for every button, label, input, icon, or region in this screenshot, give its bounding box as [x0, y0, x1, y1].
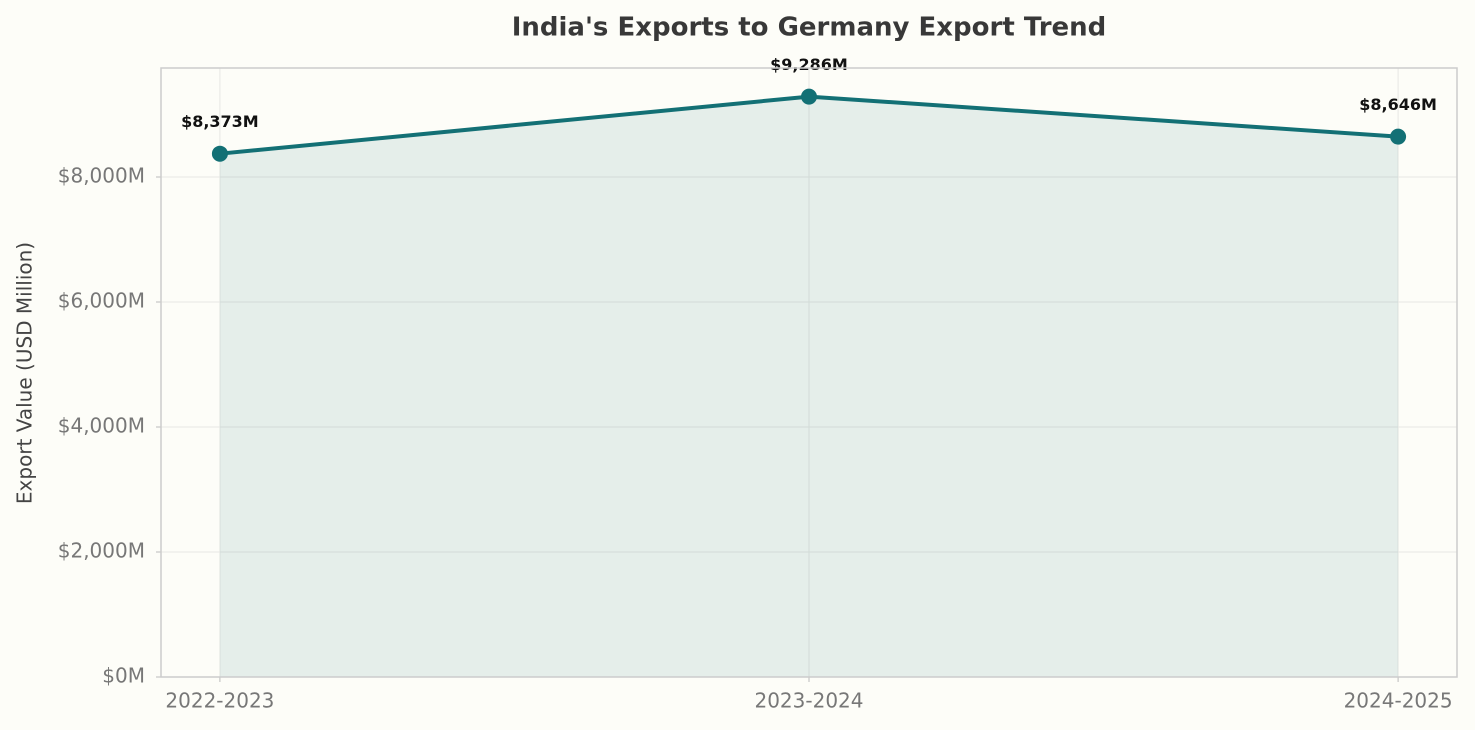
- plot-frame: [160, 67, 1458, 678]
- x-tick-label: 2023-2024: [754, 689, 863, 713]
- y-axis-label: Export Value (USD Million): [13, 242, 37, 504]
- point: [211, 145, 228, 162]
- chart-title: India's Exports to Germany Export Trend: [512, 13, 1107, 43]
- y-tick-label: $8,000M: [58, 164, 145, 188]
- x-tick-label: 2022-2023: [165, 689, 274, 713]
- point: [801, 88, 817, 105]
- y-tick-label: $2,000M: [58, 539, 145, 563]
- x-tick-label: 2024-2025: [1344, 689, 1453, 713]
- y-tick-label: $4,000M: [58, 414, 145, 438]
- point: [1390, 128, 1407, 145]
- data-label: $8,646M: [1359, 95, 1437, 114]
- data-label: $9,286M: [770, 55, 848, 74]
- area: [219, 96, 1399, 677]
- data-label: $8,373M: [181, 112, 259, 131]
- y-tick-label: $0M: [102, 664, 145, 688]
- y-tick-label: $6,000M: [58, 289, 145, 313]
